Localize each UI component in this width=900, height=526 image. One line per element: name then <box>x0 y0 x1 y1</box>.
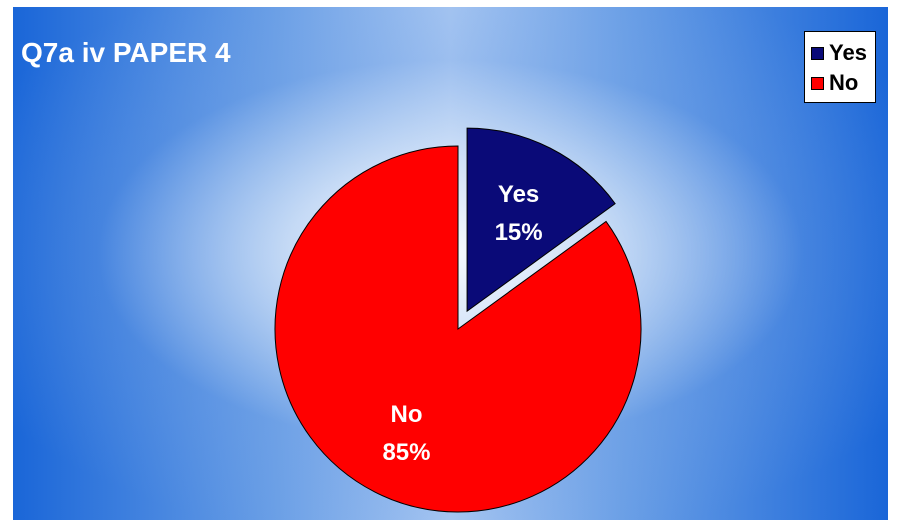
legend-label-no: No <box>829 70 859 95</box>
pie-slice-yes <box>466 127 616 313</box>
legend: Yes No <box>804 31 876 103</box>
legend-label-yes: Yes <box>829 40 867 65</box>
legend-item-no: No <box>811 68 871 98</box>
slice-percent-label-no: 85% <box>382 439 430 466</box>
chart-area: Q7a iv PAPER 4 Yes 15% No 85% Yes No <box>13 7 888 520</box>
slice-category-label-yes: Yes <box>498 181 539 208</box>
chart-title: Q7a iv PAPER 4 <box>21 37 231 68</box>
pie-chart: Yes 15% No 85% <box>274 127 642 513</box>
legend-swatch-no <box>811 76 824 90</box>
slice-percent-label-yes: 15% <box>495 219 543 246</box>
slice-category-label-no: No <box>390 401 422 428</box>
legend-item-yes: Yes <box>811 38 871 68</box>
legend-swatch-yes <box>811 46 824 60</box>
pie-slice-no <box>274 145 642 513</box>
